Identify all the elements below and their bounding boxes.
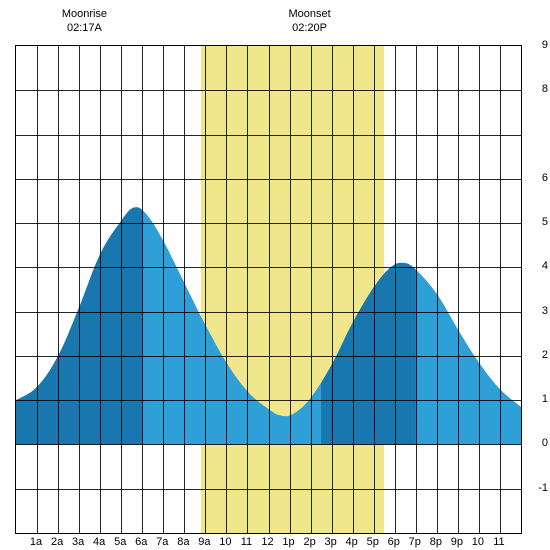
grid-h bbox=[16, 356, 521, 357]
grid-v bbox=[79, 46, 80, 533]
x-tick: 11 bbox=[241, 536, 252, 548]
y-tick: 9 bbox=[528, 39, 548, 51]
grid-v bbox=[500, 46, 501, 533]
grid-v bbox=[458, 46, 459, 533]
y-tick: 1 bbox=[528, 393, 548, 405]
grid-h bbox=[16, 223, 521, 224]
x-tick: 8a bbox=[177, 536, 189, 548]
grid-h bbox=[16, 90, 521, 91]
grid-v bbox=[311, 46, 312, 533]
x-tick: 7a bbox=[156, 536, 168, 548]
y-tick: 0 bbox=[528, 437, 548, 449]
moonrise-title: Moonrise bbox=[62, 8, 107, 20]
x-tick: 2a bbox=[51, 536, 63, 548]
y-tick: 5 bbox=[528, 216, 548, 228]
x-tick: 1p bbox=[282, 536, 294, 548]
grid-v bbox=[163, 46, 164, 533]
moonrise-label: Moonrise 02:17A bbox=[62, 8, 107, 36]
moonset-label: Moonset 02:20P bbox=[288, 8, 330, 36]
grid-h bbox=[16, 135, 521, 136]
grid-v bbox=[142, 46, 143, 533]
x-tick: 7p bbox=[409, 536, 421, 548]
x-tick: 4a bbox=[93, 536, 105, 548]
grid-v bbox=[184, 46, 185, 533]
grid-h bbox=[16, 400, 521, 401]
grid-v bbox=[121, 46, 122, 533]
x-tick: 6a bbox=[135, 536, 147, 548]
grid-h bbox=[16, 444, 521, 445]
moonset-title: Moonset bbox=[288, 8, 330, 20]
y-tick: -1 bbox=[528, 482, 548, 494]
grid-v bbox=[416, 46, 417, 533]
grid-v bbox=[58, 46, 59, 533]
grid-v bbox=[395, 46, 396, 533]
grid-v bbox=[479, 46, 480, 533]
grid-v bbox=[37, 46, 38, 533]
moonrise-time: 02:17A bbox=[67, 22, 102, 34]
grid-v bbox=[374, 46, 375, 533]
y-tick: 3 bbox=[528, 305, 548, 317]
x-tick: 9a bbox=[198, 536, 210, 548]
moonset-time: 02:20P bbox=[292, 22, 327, 34]
x-tick: 9p bbox=[451, 536, 463, 548]
x-tick: 8p bbox=[430, 536, 442, 548]
x-tick: 2p bbox=[303, 536, 315, 548]
x-tick: 3p bbox=[325, 536, 337, 548]
x-tick: 11 bbox=[493, 536, 504, 548]
x-tick: 5a bbox=[114, 536, 126, 548]
grid-v bbox=[269, 46, 270, 533]
x-tick: 12 bbox=[261, 536, 273, 548]
y-tick: 8 bbox=[528, 83, 548, 95]
x-tick: 10 bbox=[219, 536, 231, 548]
grid-v bbox=[332, 46, 333, 533]
x-tick: 10 bbox=[472, 536, 484, 548]
x-tick: 5p bbox=[367, 536, 379, 548]
x-tick: 3a bbox=[72, 536, 84, 548]
x-tick: 4p bbox=[346, 536, 358, 548]
x-tick: 1a bbox=[30, 536, 42, 548]
y-tick: 6 bbox=[528, 172, 548, 184]
grid-v bbox=[353, 46, 354, 533]
grid-h bbox=[16, 179, 521, 180]
grid-h bbox=[16, 312, 521, 313]
x-tick: 6p bbox=[388, 536, 400, 548]
grid-v bbox=[205, 46, 206, 533]
tide-chart: Moonrise 02:17A Moonset 02:20P -10123456… bbox=[0, 0, 550, 550]
grid-v bbox=[100, 46, 101, 533]
grid-v bbox=[226, 46, 227, 533]
y-tick: 4 bbox=[528, 260, 548, 272]
grid-h bbox=[16, 489, 521, 490]
grid-v bbox=[247, 46, 248, 533]
plot-area bbox=[15, 45, 522, 534]
y-tick: 2 bbox=[528, 349, 548, 361]
grid-v bbox=[290, 46, 291, 533]
grid-v bbox=[437, 46, 438, 533]
grid-h bbox=[16, 267, 521, 268]
